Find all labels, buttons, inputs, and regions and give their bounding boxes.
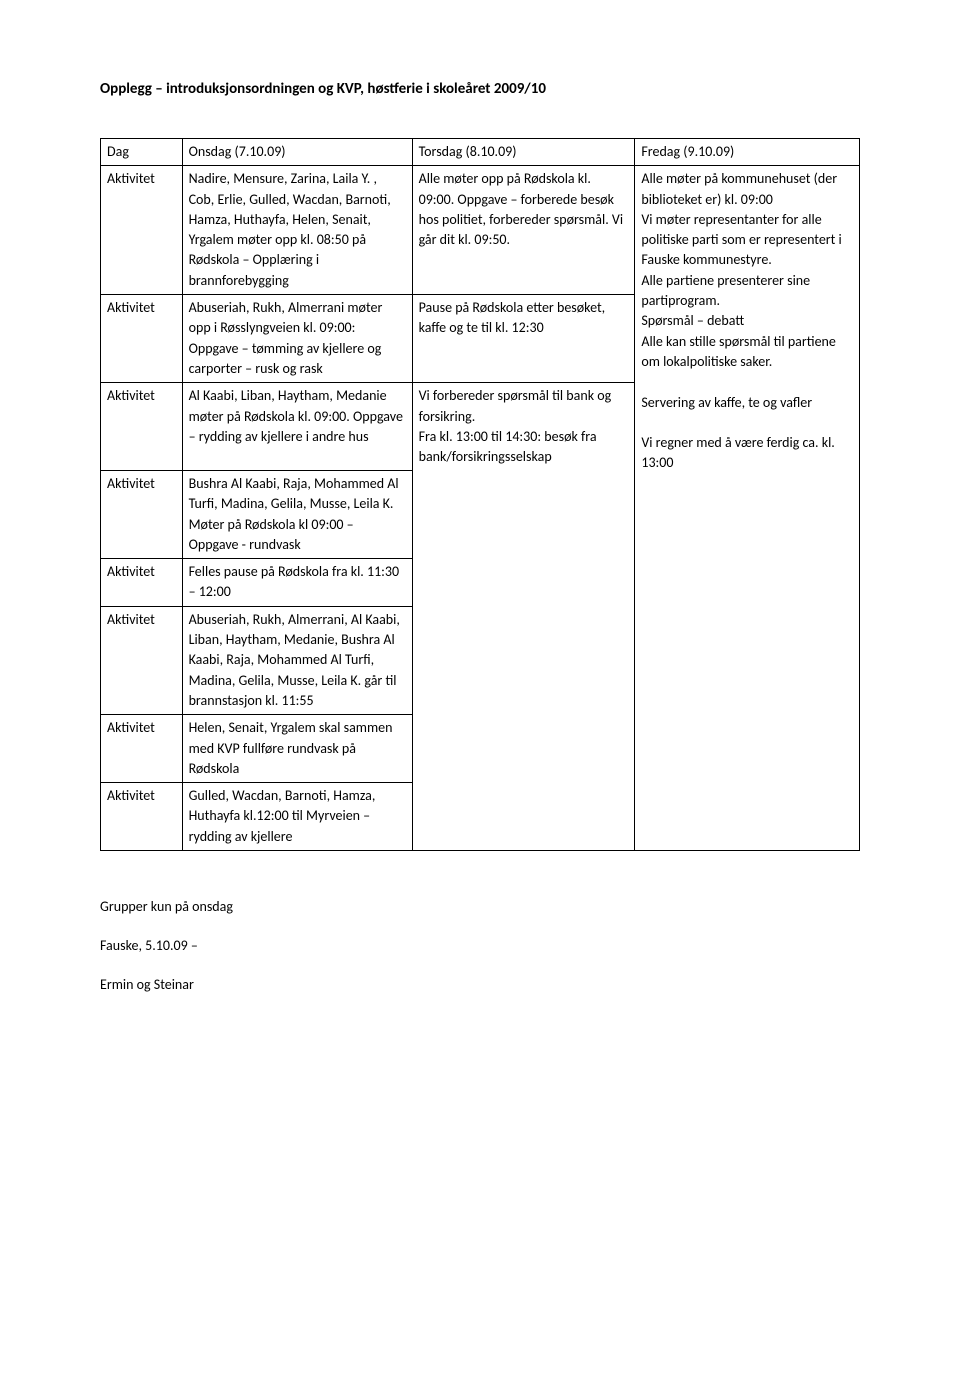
row-label: Aktivitet [101,166,183,295]
row-onsdag: Felles pause på Rødskola fra kl. 11:30 –… [182,559,412,607]
footer: Grupper kun på onsdag Fauske, 5.10.09 – … [100,896,860,995]
footer-line2: Fauske, 5.10.09 – [100,935,860,956]
row-torsdag-empty [412,715,635,783]
row-torsdag-empty [412,606,635,714]
footer-line1: Grupper kun på onsdag [100,896,860,917]
row-onsdag: Helen, Senait, Yrgalem skal sammen med K… [182,715,412,783]
header-onsdag: Onsdag (7.10.09) [182,139,412,166]
footer-line3: Ermin og Steinar [100,974,860,995]
schedule-table: Dag Onsdag (7.10.09) Torsdag (8.10.09) F… [100,138,860,851]
header-row: Dag Onsdag (7.10.09) Torsdag (8.10.09) F… [101,139,860,166]
table-row: Aktivitet Nadire, Mensure, Zarina, Laila… [101,166,860,295]
header-dag: Dag [101,139,183,166]
row-onsdag: Abuseriah, Rukh, Almerrani, Al Kaabi, Li… [182,606,412,714]
row-torsdag-empty [412,470,635,558]
row-label: Aktivitet [101,470,183,558]
header-torsdag: Torsdag (8.10.09) [412,139,635,166]
row-torsdag-empty [412,559,635,607]
row-label: Aktivitet [101,559,183,607]
row-torsdag: Vi forbereder spørsmål til bank og forsi… [412,383,635,471]
header-fredag: Fredag (9.10.09) [635,139,860,166]
row-label: Aktivitet [101,383,183,471]
row-torsdag-empty [412,783,635,851]
row-label: Aktivitet [101,606,183,714]
row-onsdag: Gulled, Wacdan, Barnoti, Hamza, Huthayfa… [182,783,412,851]
row-label: Aktivitet [101,783,183,851]
document-title: Opplegg – introduksjonsordningen og KVP,… [100,80,860,98]
row-fredag: Alle møter på kommunehuset (der bibliote… [635,166,860,851]
row-torsdag: Pause på Rødskola etter besøket, kaffe o… [412,295,635,383]
row-torsdag: Alle møter opp på Rødskola kl. 09:00. Op… [412,166,635,295]
row-onsdag: Abuseriah, Rukh, Almerrani møter opp i R… [182,295,412,383]
row-onsdag: Al Kaabi, Liban, Haytham, Medanie møter … [182,383,412,471]
row-onsdag: Nadire, Mensure, Zarina, Laila Y. , Cob,… [182,166,412,295]
row-label: Aktivitet [101,715,183,783]
row-onsdag: Bushra Al Kaabi, Raja, Mohammed Al Turfi… [182,470,412,558]
row-label: Aktivitet [101,295,183,383]
